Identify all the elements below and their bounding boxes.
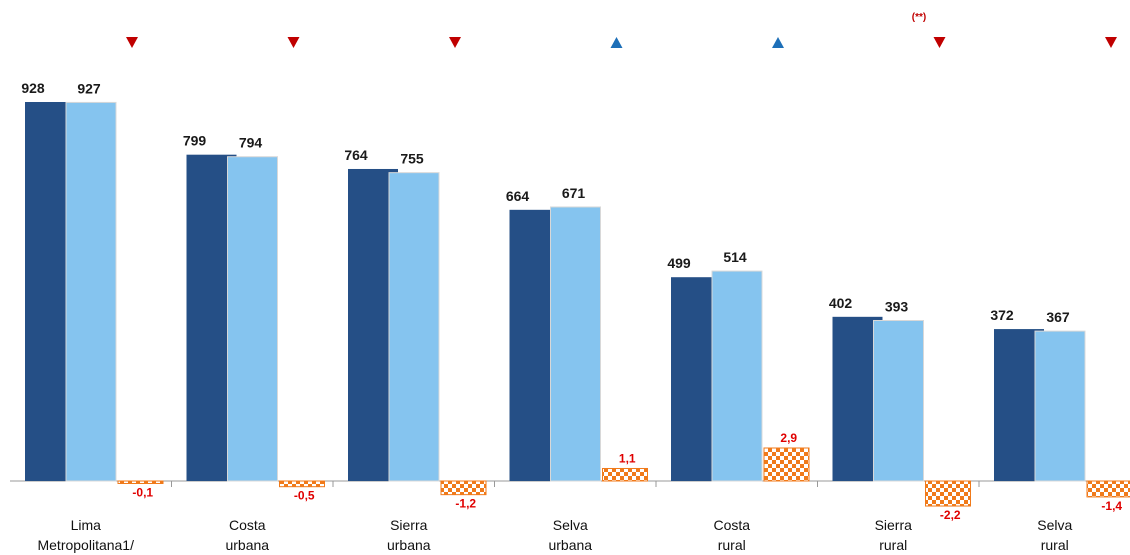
change-bar: [440, 480, 487, 496]
change-bar: [602, 467, 648, 482]
bar-value-label: 664: [506, 188, 530, 204]
bar: [65, 101, 117, 482]
down-arrow-icon: [126, 37, 138, 48]
bar-value-label: 514: [723, 249, 747, 265]
bar-value-label: 928: [21, 80, 45, 96]
bar-value-label: 372: [990, 307, 1014, 323]
bar-value-label: 367: [1046, 309, 1070, 325]
category-label-line1: Sierra: [875, 517, 913, 533]
change-value-label: -0,1: [132, 486, 153, 500]
category-label-line2: Metropolitana1/: [37, 537, 134, 553]
change-value-label: -1,4: [1101, 499, 1122, 513]
up-arrow-icon: [610, 37, 623, 48]
down-arrow-icon: [287, 37, 300, 48]
bar-value-label: 402: [829, 295, 853, 311]
category-label-line2: rural: [1041, 537, 1069, 553]
bar-value-label: 393: [885, 298, 909, 314]
category-label-line2: urbana: [548, 537, 592, 553]
bar: [873, 319, 924, 482]
change-bar: [279, 480, 325, 488]
category-label-line2: urbana: [387, 537, 431, 553]
change-bar: [117, 480, 164, 484]
chart-marks: 928 927 -0,1 Lima Metropolitana1/799 794 -0,5 C…: [21, 12, 1130, 553]
change-bar: [1086, 480, 1130, 498]
category-label-line1: Lima: [71, 517, 102, 533]
bar-value-label: 671: [562, 185, 586, 201]
change-value-label: -2,2: [940, 508, 961, 522]
category-label-line1: Selva: [553, 517, 588, 533]
category-label-line1: Sierra: [390, 517, 428, 533]
change-value-label: 2,9: [780, 431, 797, 445]
bar: [388, 172, 440, 482]
bar-value-label: 799: [183, 133, 207, 149]
bar-value-label: 755: [400, 151, 424, 167]
annotation-label: (**): [912, 12, 926, 23]
bar-value-label: 794: [239, 135, 263, 151]
down-arrow-icon: [449, 37, 461, 48]
change-value-label: -0,5: [294, 489, 315, 503]
change-value-label: 1,1: [619, 451, 636, 465]
category-label-line2: rural: [718, 537, 746, 553]
bar: [550, 206, 601, 482]
change-value-label: -1,2: [455, 497, 476, 511]
category-label-line1: Selva: [1037, 517, 1072, 533]
category-label-line2: urbana: [225, 537, 269, 553]
bar: [227, 156, 278, 482]
category-label-line1: Costa: [713, 517, 750, 533]
bar-value-label: 927: [77, 80, 101, 96]
change-bar: [925, 480, 971, 507]
change-bar: [763, 447, 810, 482]
category-label-line1: Costa: [229, 517, 266, 533]
down-arrow-icon: [1105, 37, 1117, 48]
bar: [711, 270, 763, 482]
bar: [1034, 330, 1086, 482]
category-label-line2: rural: [879, 537, 907, 553]
down-arrow-icon: [933, 37, 946, 48]
bar-value-label: 764: [344, 147, 368, 163]
up-arrow-icon: [772, 37, 784, 48]
bar-value-label: 499: [667, 255, 691, 271]
